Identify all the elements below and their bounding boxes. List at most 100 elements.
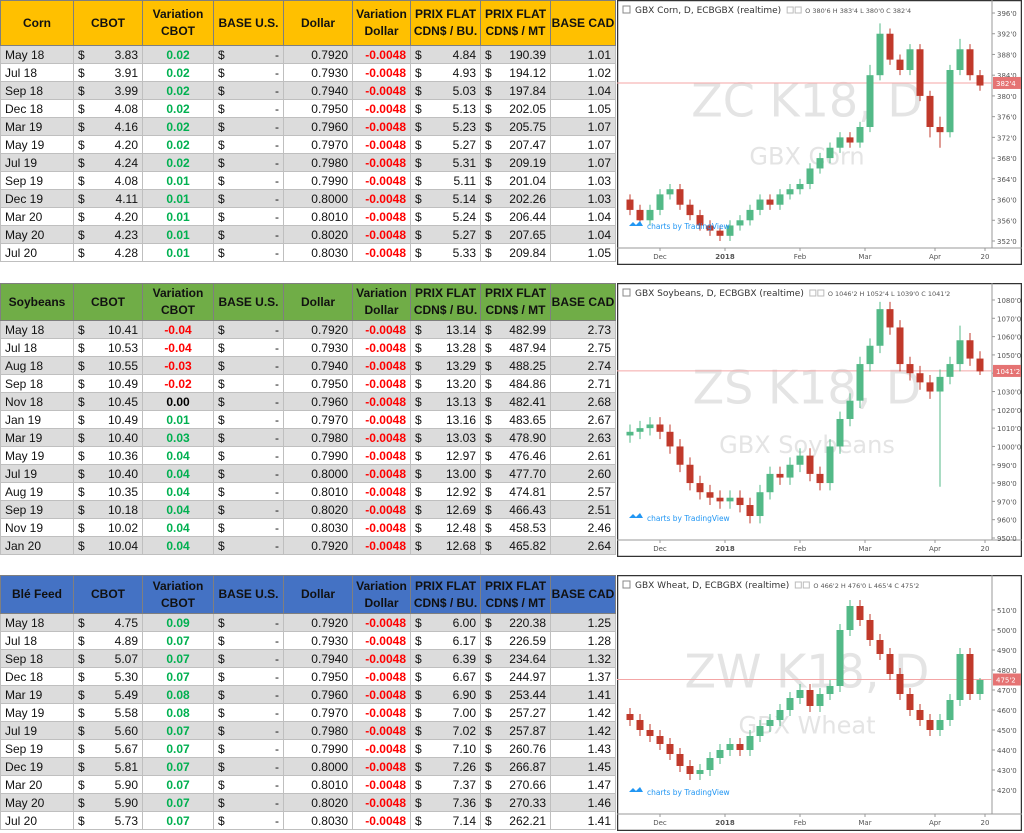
cell: $13.29 — [410, 356, 481, 375]
cell: $ - — [213, 811, 284, 830]
candle-body — [926, 95, 934, 127]
cell: -0.0048 — [352, 613, 411, 632]
cell: 0.04 — [142, 464, 214, 483]
cell-value: -0.0048 — [365, 484, 406, 499]
settings-icon — [786, 6, 794, 14]
cell: $12.68 — [410, 536, 481, 555]
cell-value: 5.58 — [114, 705, 138, 720]
currency: $ — [78, 137, 85, 152]
cell-value: - — [275, 777, 279, 792]
cell-value: -0.0048 — [365, 83, 406, 98]
cell: 1.07 — [550, 153, 616, 172]
header-text: Variation — [356, 7, 407, 21]
x-tick-label: 2018 — [715, 253, 735, 261]
cell-value: 257.87 — [509, 723, 546, 738]
data-row: Jul 19 $10.40 0.04 $ -0.8000 -0.0048 $13.00 $47… — [0, 464, 616, 483]
cell: $6.17 — [410, 631, 481, 650]
cell: 1.41 — [550, 685, 616, 704]
cell: $4.11 — [73, 189, 143, 208]
cell-value: 6.90 — [452, 687, 476, 702]
cell: 1.04 — [550, 225, 616, 244]
cell: $ - — [213, 392, 284, 411]
cell-value: 5.49 — [114, 687, 138, 702]
candle-body — [936, 720, 944, 730]
cell-value: 0.07 — [166, 813, 190, 828]
cell-value: 1.05 — [587, 101, 611, 116]
header-text: Variation — [152, 578, 204, 593]
cell: -0.0048 — [352, 649, 411, 668]
cell-value: 5.27 — [452, 227, 476, 242]
cell: -0.0048 — [352, 338, 411, 357]
currency: $ — [485, 502, 492, 517]
cell: -0.0048 — [352, 81, 411, 100]
cell: $12.92 — [410, 482, 481, 501]
cell-value: -0.0048 — [365, 651, 406, 666]
cell-value: 5.24 — [452, 209, 476, 224]
currency: $ — [218, 358, 225, 373]
cell-value: 482.41 — [509, 394, 546, 409]
cell-value: - — [275, 137, 279, 152]
header-cell: BASE U.S. — [213, 283, 284, 321]
cell: 1.32 — [550, 649, 616, 668]
currency: $ — [218, 191, 225, 206]
cell-value: -0.0048 — [365, 633, 406, 648]
cell-value: -0.0048 — [365, 137, 406, 152]
header-cell: BASE U.S. — [213, 0, 284, 46]
y-tick-label: 1080'0 — [997, 297, 1021, 305]
cell: 1.41 — [550, 811, 616, 830]
cell: Jul 19 — [0, 464, 74, 483]
cell-value: Dec 19 — [5, 759, 44, 774]
candle-body — [706, 758, 714, 770]
currency: $ — [485, 669, 492, 684]
cell-value: - — [275, 65, 279, 80]
candle-body — [666, 744, 674, 754]
data-row: Jul 20 $4.28 0.01 $ -0.8030 -0.0048 $5.33 $209.… — [0, 243, 616, 262]
cell-value: 0.7920 — [311, 538, 348, 553]
cell: Mar 19 — [0, 428, 74, 447]
currency: $ — [78, 813, 85, 828]
currency: $ — [485, 723, 492, 738]
cell: $6.67 — [410, 667, 481, 686]
cell: $6.00 — [410, 613, 481, 632]
cell: Jul 19 — [0, 721, 74, 740]
y-tick-label: 1070'0 — [997, 315, 1021, 323]
candle-body — [846, 400, 854, 419]
data-row: May 20 $4.23 0.01 $ -0.8020 -0.0048 $5.27 $207.… — [0, 225, 616, 244]
cell-value: 4.23 — [114, 227, 138, 242]
cell-value: 1.05 — [587, 245, 611, 260]
cell: 0.8020 — [283, 225, 353, 244]
currency: $ — [78, 65, 85, 80]
cell: 0.7980 — [283, 428, 353, 447]
cell-value: - — [275, 669, 279, 684]
cell-value: 488.25 — [509, 358, 546, 373]
candle-body — [786, 189, 794, 195]
cell: 0.7920 — [283, 613, 353, 632]
currency: $ — [485, 615, 492, 630]
cell-value: - — [275, 687, 279, 702]
cell: $197.84 — [480, 81, 551, 100]
data-row: Jul 18 $10.53 -0.04 $ -0.7930 -0.0048 $13.28 $4… — [0, 338, 616, 357]
logo — [629, 787, 643, 792]
cell-value: 0.01 — [166, 227, 190, 242]
cell-value: 0.7920 — [311, 47, 348, 62]
cell-value: 1.37 — [587, 669, 611, 684]
cell-value: 7.10 — [452, 741, 476, 756]
cell: -0.0048 — [352, 482, 411, 501]
cell: $ - — [213, 793, 284, 812]
cell-value: 0.04 — [166, 538, 190, 553]
cell-value: 10.35 — [107, 484, 138, 499]
cell-value: 1.02 — [587, 65, 611, 80]
data-row: Dec 19 $5.81 0.07 $ -0.8000 -0.0048 $7.26 $266.… — [0, 757, 616, 776]
currency: $ — [485, 83, 492, 98]
currency: $ — [78, 759, 85, 774]
watermark: GBX Soybeans — [719, 431, 895, 459]
y-tick-label: 1010'0 — [997, 425, 1021, 433]
candle-body — [936, 127, 944, 133]
header-cell: BASE CAD — [550, 283, 616, 321]
cell-value: 0.07 — [166, 777, 190, 792]
cell: 0.7970 — [283, 135, 353, 154]
cell: Sep 18 — [0, 649, 74, 668]
cell: $ - — [213, 153, 284, 172]
cell-value: May 19 — [5, 137, 45, 152]
currency: $ — [415, 119, 422, 134]
